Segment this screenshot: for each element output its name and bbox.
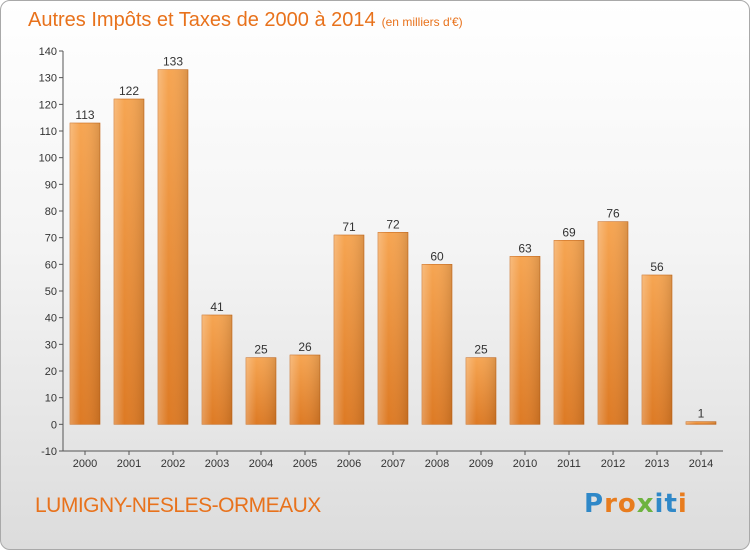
bar-value-label: 72 — [386, 217, 400, 231]
bar-shade — [246, 357, 276, 425]
y-tick-label: 110 — [39, 126, 57, 138]
x-tick-label: 2001 — [117, 458, 141, 470]
x-tick-label: 2011 — [557, 458, 581, 470]
x-tick-label: 2003 — [205, 458, 229, 470]
y-tick-label: 120 — [39, 99, 57, 111]
bar-value-label: 113 — [75, 108, 94, 122]
bar-value-label: 63 — [518, 241, 532, 255]
place-name: LUMIGNY-NESLES-ORMEAUX — [35, 494, 321, 517]
bar-value-label: 26 — [298, 340, 312, 354]
bar-value-label: 133 — [163, 55, 183, 69]
chart-subtitle: (en milliers d'€) — [381, 15, 463, 29]
y-tick-label: 50 — [45, 286, 57, 298]
logo-letter: t — [664, 489, 678, 519]
bar-shade — [422, 264, 452, 425]
bar-value-label: 41 — [210, 300, 224, 314]
bar-value-label: 71 — [342, 220, 356, 234]
chart-title-text: Autres Impôts et Taxes de 2000 à 2014 — [28, 9, 376, 31]
logo-letter: i — [654, 489, 665, 519]
y-tick-label: 140 — [39, 46, 57, 58]
bar-shade — [70, 123, 100, 425]
y-tick-label: 10 — [45, 393, 57, 405]
bars: 113 122 133 41 25 26 71 72 60 25 63 69 76 56 1 — [69, 55, 717, 425]
y-tick-label: 100 — [39, 153, 57, 165]
proxiti-logo: Proxiti — [584, 489, 688, 519]
x-tick-label: 2006 — [337, 458, 361, 470]
bar-shade — [466, 357, 496, 425]
x-tick-label: 2005 — [293, 458, 317, 470]
y-tick-label: 20 — [45, 366, 57, 378]
y-tick-label: 70 — [45, 233, 57, 245]
logo-letter: o — [617, 489, 637, 519]
chart-title: Autres Impôts et Taxes de 2000 à 2014 (en… — [28, 9, 463, 32]
logo-letter: x — [636, 489, 655, 519]
y-tick-label: 90 — [45, 179, 57, 191]
y-tick-label: -10 — [41, 446, 57, 458]
bar-shade — [642, 275, 672, 425]
y-tick-label: 40 — [45, 313, 57, 325]
x-tick-label: 2013 — [645, 458, 669, 470]
y-tick-label: 60 — [45, 259, 57, 271]
bar-shade — [598, 221, 628, 425]
bar-value-label: 60 — [430, 249, 444, 263]
logo-letter: r — [604, 489, 618, 519]
y-tick-label: 130 — [39, 73, 57, 85]
x-tick-label: 2009 — [469, 458, 493, 470]
bar-shade — [202, 315, 232, 425]
bar-value-label: 122 — [119, 84, 139, 98]
bar-value-label: 69 — [562, 225, 576, 239]
bar-value-label: 25 — [474, 343, 488, 357]
y-tick-label: 80 — [45, 206, 57, 218]
logo-letter: P — [584, 489, 605, 519]
x-tick-label: 2007 — [381, 458, 405, 470]
bar-shade — [510, 256, 540, 425]
bar-shade — [290, 355, 320, 425]
x-tick-label: 2008 — [425, 458, 449, 470]
bar-shade — [554, 240, 584, 425]
x-tick-label: 2004 — [249, 458, 273, 470]
bar-value-label: 25 — [254, 343, 268, 357]
y-tick-label: 30 — [45, 339, 57, 351]
bar-shade — [334, 235, 364, 425]
y-tick-label: 0 — [51, 419, 57, 431]
x-tick-label: 2010 — [513, 458, 537, 470]
bar-value-label: 76 — [606, 207, 620, 221]
bar-value-label: 1 — [698, 407, 705, 421]
axes: -10 0 10 20 30 40 50 60 70 80 90 100 110 120 130 140 200… — [39, 46, 723, 470]
bar-shade — [686, 421, 716, 425]
logo-letter: i — [677, 489, 688, 519]
bar-shade — [158, 69, 188, 425]
bar-value-label: 56 — [650, 260, 664, 274]
x-tick-label: 2002 — [161, 458, 185, 470]
x-tick-label: 2012 — [601, 458, 625, 470]
x-tick-label: 2000 — [73, 458, 97, 470]
bar-shade — [114, 99, 144, 425]
x-tick-label: 2014 — [689, 458, 713, 470]
bar-shade — [378, 232, 408, 425]
